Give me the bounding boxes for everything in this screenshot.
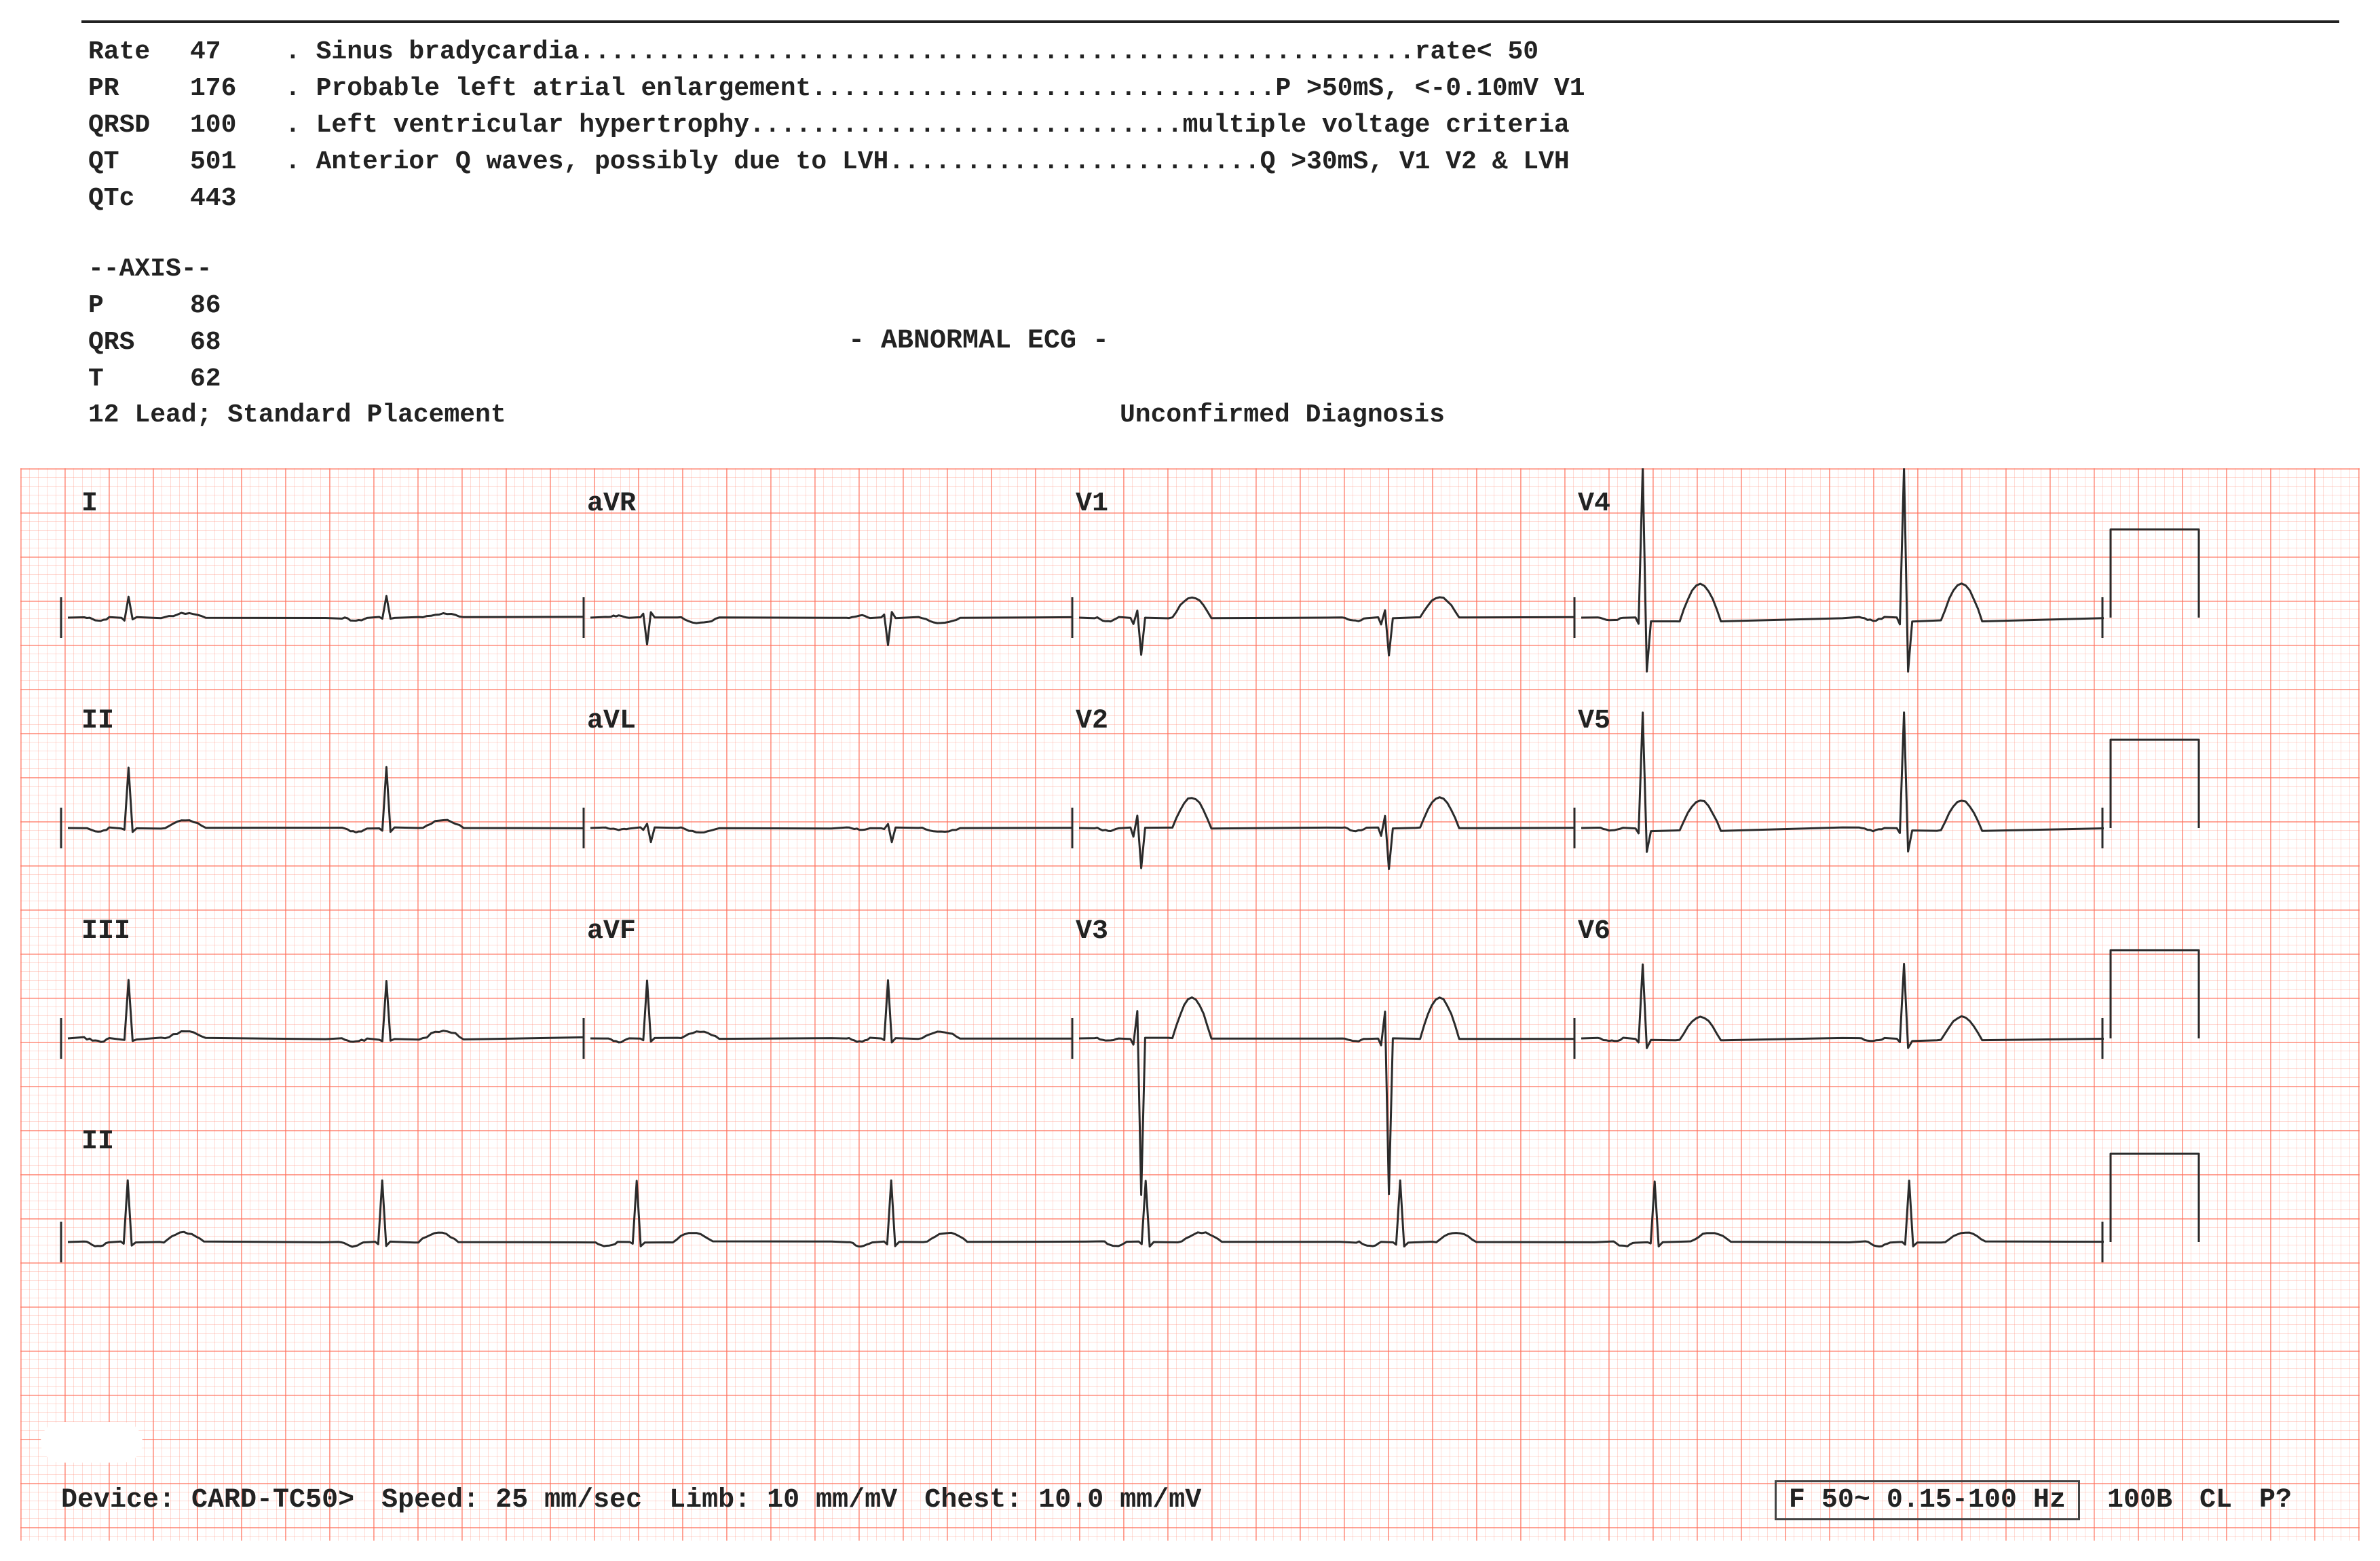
trace-aVR [590, 612, 1072, 645]
settings-bar: Device: CARD-TC50> Speed: 25 mm/sec Limb… [61, 1480, 2319, 1520]
meas-row: QRSD100 [88, 107, 265, 144]
trace-aVF [590, 980, 1072, 1042]
abnormal-banner: - ABNORMAL ECG - [848, 326, 1109, 356]
meas-row: QTc443 [88, 181, 265, 217]
trace-I [68, 596, 584, 620]
ecg-report-page: Rate47PR176QRSD100QT501QTc443 . Sinus br… [0, 0, 2380, 1561]
white-patch [41, 1422, 143, 1463]
axis-row: T62 [88, 361, 265, 398]
cal-pulse [2111, 950, 2199, 1038]
axis-block: --AXIS--P86QRS68T62 [88, 251, 265, 398]
code-100b: 100B [2107, 1485, 2172, 1516]
chest-gain-label: Chest: 10.0 mm/mV [924, 1485, 1201, 1516]
cal-pulse [2111, 529, 2199, 618]
axis-row: QRS68 [88, 324, 265, 361]
trace-V3 [1079, 998, 1574, 1195]
interpretation-block: . Sinus bradycardia.....................… [285, 34, 1585, 181]
code-p: P? [2259, 1485, 2292, 1516]
code-cl: CL [2199, 1485, 2232, 1516]
meas-row: Rate47 [88, 34, 265, 71]
trace-rhythm-II [68, 1180, 2104, 1247]
report-header: Rate47PR176QRSD100QT501QTc443 . Sinus br… [0, 34, 2380, 455]
interp-line: . Left ventricular hypertrophy..........… [285, 107, 1585, 144]
meas-row: QT501 [88, 144, 265, 181]
limb-gain-label: Limb: 10 mm/mV [669, 1485, 897, 1516]
trace-V2 [1079, 797, 1574, 869]
axis-title: --AXIS-- [88, 251, 265, 288]
interp-line: . Probable left atrial enlargement......… [285, 71, 1585, 107]
trace-II [68, 767, 584, 832]
diagnosis-status: Unconfirmed Diagnosis [1120, 400, 1445, 430]
axis-row: P86 [88, 288, 265, 324]
trace-V5 [1581, 713, 2104, 852]
ecg-traces-svg [20, 468, 2360, 1541]
interp-line: . Anterior Q waves, possibly due to LVH.… [285, 144, 1585, 181]
ecg-waveform-area: IaVRaVLaVFIIIIIIIV1V2V3V4V5V6 Device: CA… [20, 468, 2360, 1541]
interp-line: . Sinus bradycardia.....................… [285, 34, 1585, 71]
cal-pulse [2111, 740, 2199, 828]
filter-box: F 50~ 0.15-100 Hz [1775, 1480, 2080, 1520]
meas-row: PR176 [88, 71, 265, 107]
trace-III [68, 980, 584, 1042]
trace-V6 [1581, 964, 2104, 1048]
device-label: Device: CARD-TC50> [61, 1485, 354, 1516]
measurements-block: Rate47PR176QRSD100QT501QTc443 [88, 34, 265, 217]
top-rule [81, 20, 2339, 23]
speed-label: Speed: 25 mm/sec [381, 1485, 642, 1516]
cal-pulse [2111, 1154, 2199, 1242]
trace-V4 [1581, 468, 2104, 672]
lead-placement: 12 Lead; Standard Placement [88, 400, 506, 430]
trace-aVL [590, 824, 1072, 842]
trace-V1 [1079, 597, 1574, 656]
